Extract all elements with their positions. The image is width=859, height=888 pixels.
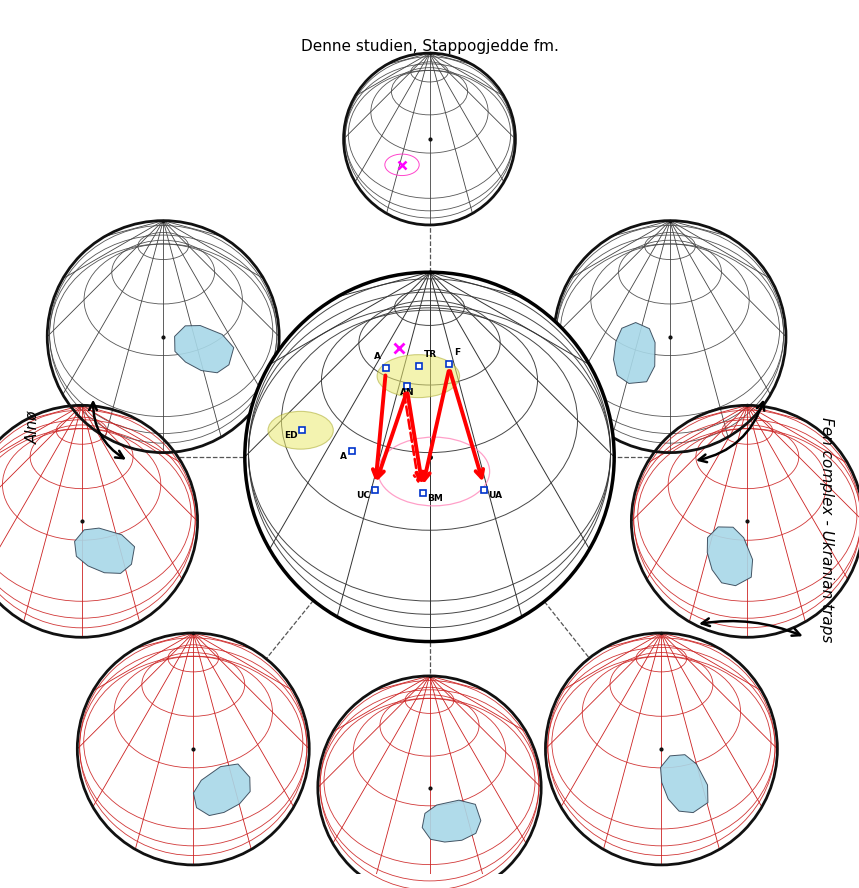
FancyBboxPatch shape <box>416 363 422 369</box>
Circle shape <box>47 220 279 453</box>
FancyBboxPatch shape <box>299 427 306 433</box>
Text: Fen complex - Ukranian traps: Fen complex - Ukranian traps <box>819 417 834 643</box>
Polygon shape <box>423 800 481 842</box>
Polygon shape <box>193 764 250 815</box>
Circle shape <box>344 53 515 225</box>
Circle shape <box>545 633 777 865</box>
Circle shape <box>554 220 786 453</box>
FancyBboxPatch shape <box>373 487 378 493</box>
Text: A: A <box>374 353 381 361</box>
Text: TR: TR <box>424 350 437 359</box>
Text: AN: AN <box>399 388 415 397</box>
Polygon shape <box>75 528 135 574</box>
Circle shape <box>631 405 859 638</box>
Text: Alnø: Alnø <box>25 410 40 444</box>
FancyBboxPatch shape <box>404 384 410 390</box>
Circle shape <box>0 405 198 638</box>
Text: F: F <box>454 348 460 357</box>
Text: UC: UC <box>356 491 370 500</box>
FancyBboxPatch shape <box>447 361 453 367</box>
FancyBboxPatch shape <box>419 490 426 496</box>
Text: UA: UA <box>489 491 503 500</box>
FancyBboxPatch shape <box>349 448 355 454</box>
Polygon shape <box>661 755 708 813</box>
FancyBboxPatch shape <box>383 365 388 371</box>
Polygon shape <box>613 322 655 384</box>
Circle shape <box>318 676 541 888</box>
Circle shape <box>245 273 614 641</box>
Text: Denne studien, Stappogjedde fm.: Denne studien, Stappogjedde fm. <box>301 38 558 53</box>
Polygon shape <box>174 326 234 373</box>
FancyBboxPatch shape <box>481 487 486 493</box>
Ellipse shape <box>268 411 333 449</box>
Ellipse shape <box>377 354 460 398</box>
Circle shape <box>77 633 309 865</box>
Text: A: A <box>340 452 347 461</box>
Polygon shape <box>707 527 752 586</box>
Text: ED: ED <box>284 432 297 440</box>
Text: BM: BM <box>428 494 443 503</box>
